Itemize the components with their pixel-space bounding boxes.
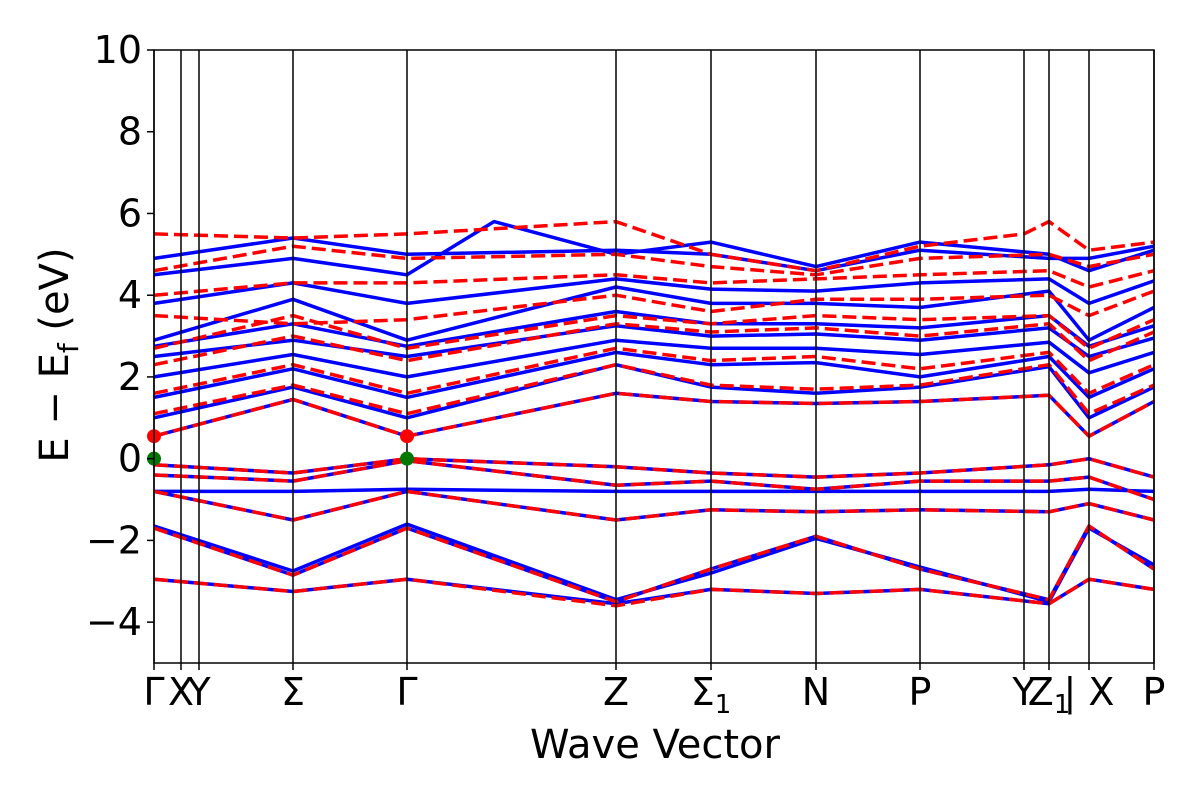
band-line-dashed-7 (153, 346, 1155, 396)
band-line-dashed-3 (153, 458, 1155, 502)
x-tick-label-7: N (802, 670, 830, 714)
x-tick-label-text-2: Y (186, 670, 211, 714)
x-tick-label-9: Y (1011, 670, 1036, 714)
extremum-marker-2 (400, 429, 414, 444)
plot-frame (153, 49, 1155, 664)
x-tick-label-6: Σ1 (691, 670, 732, 720)
band-line-solid-9 (153, 350, 1155, 400)
x-tick-label-text-11: | X (1064, 670, 1115, 715)
band-line-dashed-11 (153, 268, 1155, 297)
x-tick-label-text-0: Γ (143, 670, 164, 714)
band-line-solid-7 (153, 391, 1155, 438)
y-axis-label-sub: f (52, 342, 85, 353)
y-tick-label-1: −2 (86, 518, 142, 562)
x-tick-label-text-9: Y (1011, 670, 1036, 714)
bands-layer (153, 219, 1155, 608)
x-tick-label-sub-6: 1 (715, 690, 732, 720)
markers-layer (147, 429, 414, 466)
x-tick-label-10: Z1 (1028, 670, 1071, 720)
y-axis-ticks: −4 −2 0 2 4 6 8 10 (86, 28, 154, 644)
x-tick-label-8: P (909, 670, 932, 714)
y-axis-label-unit: (eV) (32, 247, 78, 343)
x-tick-label-text-12: P (1143, 670, 1166, 714)
y-tick-label-2: 0 (118, 437, 142, 481)
x-tick-label-text-6: Σ (691, 670, 715, 714)
x-tick-label-1: X (168, 670, 194, 714)
x-tick-label-text-7: N (802, 670, 830, 714)
band-line-solid-16 (153, 236, 1155, 273)
band-line-dashed-2 (153, 489, 1155, 522)
x-tick-label-sub-10: 1 (1054, 690, 1071, 720)
y-axis-label-main: E − E (32, 353, 78, 463)
y-tick-label-7: 10 (94, 28, 142, 72)
x-tick-label-text-3: Σ (281, 670, 305, 714)
y-tick-label-6: 8 (118, 110, 142, 154)
x-tick-label-text-4: Γ (396, 670, 417, 714)
x-axis-label: Wave Vector (530, 722, 781, 768)
band-line-dashed-5 (153, 391, 1155, 438)
x-tick-label-4: Γ (396, 670, 417, 714)
band-line-dashed-1 (153, 524, 1155, 604)
band-line-dashed-10 (153, 289, 1155, 326)
band-line-solid-8 (153, 362, 1155, 420)
band-line-dashed-6 (153, 362, 1155, 416)
band-line-dashed-0 (153, 577, 1155, 608)
y-tick-label-3: 2 (118, 355, 142, 399)
band-line-solid-4 (154, 487, 1155, 494)
y-axis-label: E − Ef (eV) (32, 247, 85, 462)
x-tick-label-12: P (1143, 670, 1166, 714)
x-tick-label-11: | X (1064, 670, 1115, 715)
band-line-solid-13 (153, 285, 1155, 342)
band-line-solid-14 (153, 277, 1155, 306)
x-tick-label-text-1: X (168, 670, 194, 714)
y-tick-label-4: 4 (118, 273, 142, 317)
x-tick-label-3: Σ (281, 670, 305, 714)
extremum-marker-3 (400, 451, 414, 466)
band-line-solid-10 (153, 338, 1155, 379)
band-line-dashed-9 (153, 313, 1155, 351)
band-line-dashed-8 (153, 322, 1155, 367)
x-tick-label-text-8: P (909, 670, 932, 714)
x-tick-label-2: Y (186, 670, 211, 714)
x-tick-label-text-10: Z (1028, 670, 1054, 714)
x-tick-label-0: Γ (143, 670, 164, 714)
band-line-dashed-4 (153, 456, 1155, 479)
x-tick-label-text-5: Z (603, 670, 629, 714)
y-tick-label-5: 6 (118, 191, 142, 235)
x-tick-label-5: Z (603, 670, 629, 714)
y-tick-label-0: −4 (86, 600, 142, 644)
band-line-dashed-12 (153, 244, 1155, 277)
